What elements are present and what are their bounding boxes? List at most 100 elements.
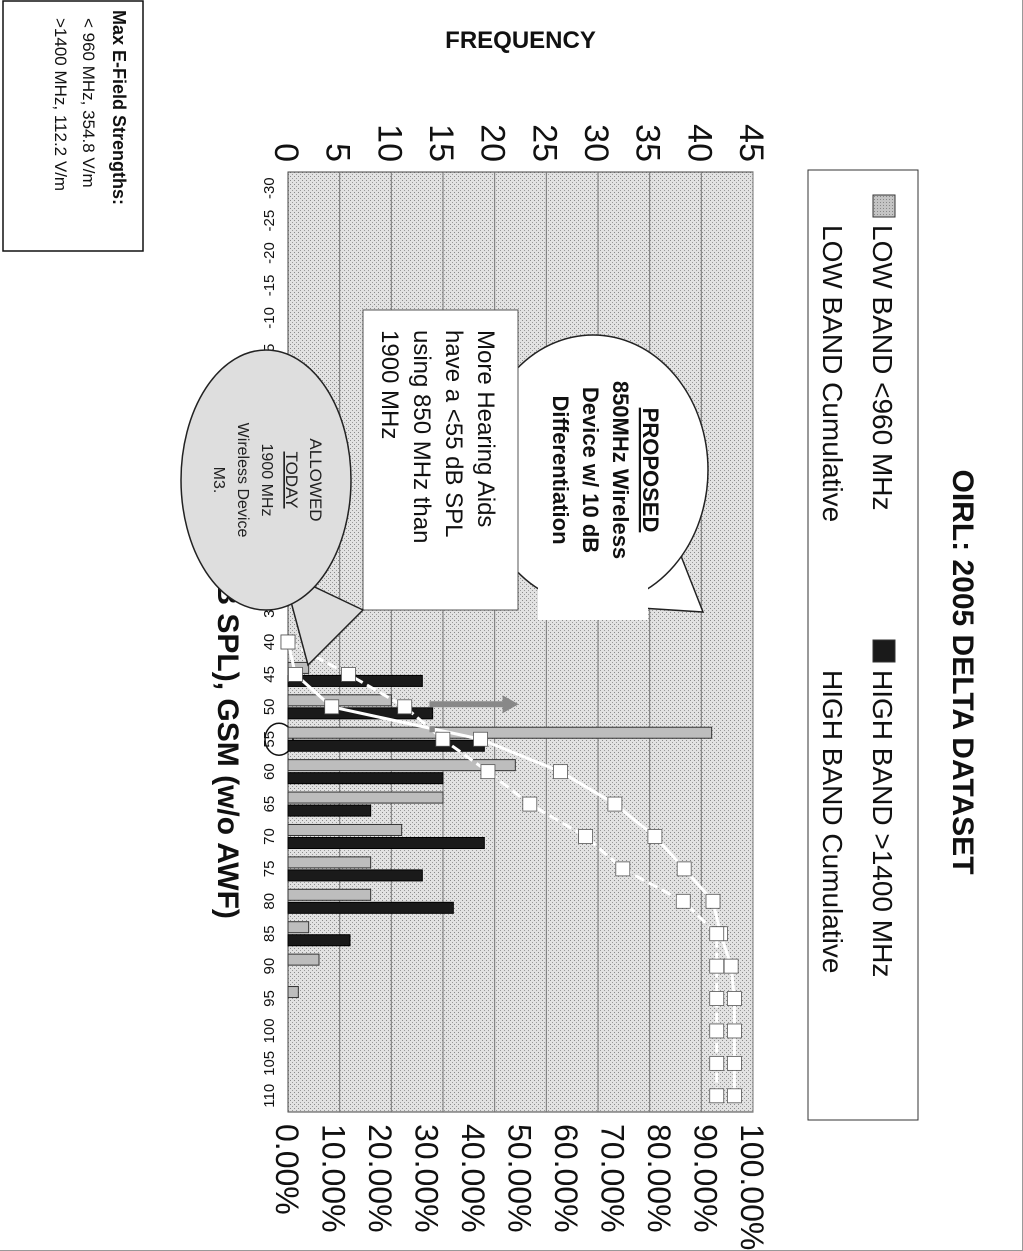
callout-proposed-line: PROPOSED: [638, 408, 663, 533]
y-tick-label: 0: [267, 143, 305, 162]
y-tick-label: 30: [577, 124, 615, 162]
cumulative-marker: [480, 764, 496, 780]
chart-rotated-group: OIRL: 2005 DELTA DATASET LOW BAND <960 MH…: [2, 0, 979, 1250]
y2-tick-label: 70.00%: [595, 1124, 631, 1233]
callout-more-line: 1900 MHz: [376, 330, 403, 439]
callout-proposed-line: 850MHz Wireless: [608, 381, 633, 559]
y-tick-label: 15: [422, 124, 460, 162]
cumulative-marker: [709, 926, 725, 942]
y-tick-label: 20: [474, 124, 512, 162]
x-tick-label: 40: [261, 634, 278, 651]
info-box-line: < 960 MHz, 354.8 V/m: [79, 18, 98, 188]
legend-entry: HIGH BAND >1400 MHz: [867, 670, 898, 977]
bar-low-band: [287, 791, 444, 804]
x-tick-label: 80: [261, 893, 278, 910]
cumulative-marker: [709, 991, 725, 1006]
cumulative-marker: [675, 893, 691, 909]
bar-low-band: [287, 694, 392, 707]
cumulative-marker: [726, 1088, 742, 1104]
bar-high-band: [287, 901, 454, 914]
x-tick-label: 90: [261, 958, 278, 975]
x-tick-label: 75: [261, 861, 278, 878]
cumulative-marker: [726, 1055, 742, 1071]
bar-high-band: [287, 804, 372, 817]
info-box-title: Max E-Field Strengths:: [109, 10, 129, 205]
bar-low-band: [287, 823, 403, 836]
x-tick-label: 100: [261, 1018, 278, 1043]
bar-low-band: [287, 856, 372, 869]
x-tick-label: -10: [261, 307, 278, 329]
y-tick-label: 25: [525, 124, 563, 162]
y-tick-label: 35: [629, 124, 667, 162]
callout-more-line: More Hearing Aids: [472, 330, 499, 527]
cumulative-marker: [553, 764, 568, 780]
bar-high-band: [287, 934, 351, 947]
x-tick-label: -30: [261, 177, 278, 199]
y-axis-title: FREQUENCY: [445, 27, 596, 54]
cumulative-marker: [607, 796, 623, 812]
bar-low-band: [287, 726, 713, 739]
y2-tick-label: 20.00%: [362, 1124, 398, 1233]
x-tick-label: 70: [261, 828, 278, 845]
legend: LOW BAND <960 MHz HIGH BAND >1400 MHz LOW …: [807, 169, 919, 1121]
callout-proposed-line: Differentiation: [548, 395, 573, 544]
cumulative-marker: [578, 829, 594, 844]
bar-high-band: [287, 772, 444, 785]
cumulative-marker: [723, 958, 739, 974]
info-box-e-field: Max E-Field Strengths: < 960 MHz, 354.8 V…: [2, 0, 144, 252]
bar-high-band: [287, 869, 423, 882]
callout-proposed-line: Device w/ 10 dB: [578, 387, 603, 553]
x-tick-label: 60: [261, 763, 278, 780]
y2-tick-label: 80.00%: [641, 1124, 677, 1233]
callout-more-line: have a <55 dB SPL: [440, 330, 467, 538]
y2-tick-label: 0.00%: [269, 1124, 305, 1215]
y2-tick-label: 100.00%: [734, 1124, 770, 1250]
cumulative-marker: [709, 958, 725, 974]
x-tick-label: 65: [261, 796, 278, 813]
y2-tick-label: 40.00%: [455, 1124, 491, 1233]
x-tick-label: 55: [261, 731, 278, 748]
cumulative-marker: [341, 667, 356, 682]
x-tick-label: 105: [261, 1051, 278, 1076]
x-tick-label: -15: [261, 275, 278, 297]
y-tick-label: 45: [732, 124, 770, 162]
bar-high-band: [287, 836, 485, 850]
callout-more-line: using 850 MHz than: [408, 330, 435, 543]
x-tick-label: 85: [261, 925, 278, 942]
cumulative-marker: [676, 861, 692, 877]
y2-tick-label: 10.00%: [316, 1124, 352, 1233]
cumulative-marker: [324, 699, 340, 715]
callout-allowed-today: ALLOWED TODAY 1900 MHz Wireless Device M3.: [180, 349, 365, 667]
bar-low-band: [287, 888, 372, 901]
bar-low-band: [287, 986, 299, 999]
bar-low-band: [287, 759, 516, 772]
x-tick-label: -25: [261, 210, 278, 232]
cumulative-marker: [709, 1055, 725, 1071]
cumulative-marker: [705, 893, 721, 909]
y2-tick-label: 30.00%: [409, 1124, 445, 1233]
callout-allowed-line: M3.: [210, 467, 227, 494]
cumulative-marker: [522, 796, 538, 812]
cumulative-marker: [288, 667, 303, 682]
cumulative-marker: [709, 1023, 725, 1039]
x-tick-label: 110: [261, 1084, 278, 1108]
callout-allowed-line: 1900 MHz: [258, 444, 275, 517]
cumulative-marker: [709, 1088, 725, 1104]
legend-entry: HIGH BAND Cumulative: [817, 670, 848, 973]
y-tick-label: 40: [680, 124, 718, 162]
legend-swatch: [872, 639, 896, 663]
y-tick-label: 5: [319, 143, 357, 162]
cumulative-marker: [726, 1023, 742, 1039]
cumulative-marker: [726, 991, 742, 1006]
callout-allowed-line: ALLOWED: [306, 438, 325, 521]
plot-area: [287, 171, 754, 1113]
cumulative-marker: [435, 731, 451, 747]
callout-allowed-line: Wireless Device: [234, 423, 251, 538]
bar-low-band: [287, 921, 310, 934]
y2-tick-label: 90.00%: [688, 1124, 724, 1233]
legend-entry: LOW BAND Cumulative: [817, 225, 848, 522]
cumulative-marker: [280, 634, 296, 650]
y2-tick-label: 50.00%: [502, 1124, 538, 1233]
